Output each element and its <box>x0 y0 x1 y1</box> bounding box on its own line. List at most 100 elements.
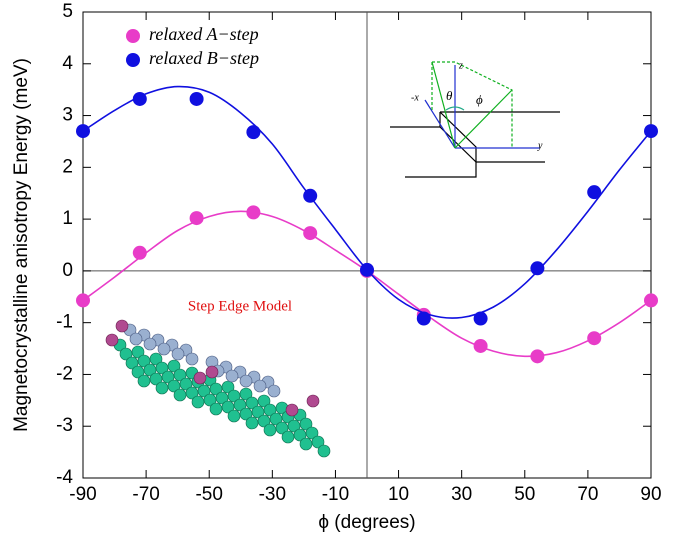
y-tick-label: -3 <box>56 415 73 436</box>
data-point <box>530 261 545 276</box>
x-tick-label: -30 <box>259 484 286 505</box>
legend-marker <box>126 53 140 67</box>
atom <box>269 412 283 426</box>
data-point <box>644 124 658 139</box>
atom <box>137 374 151 388</box>
atom <box>131 345 145 359</box>
data-point <box>189 211 204 226</box>
data-point <box>530 349 545 364</box>
atom <box>306 394 320 408</box>
atom <box>131 365 145 379</box>
inset-label: -x <box>411 92 419 103</box>
y-tick-label: 5 <box>62 1 73 22</box>
atom <box>287 419 301 433</box>
atom <box>155 381 169 395</box>
inset-arc <box>445 106 465 111</box>
atom <box>191 395 205 409</box>
x-tick-label: -70 <box>132 484 159 505</box>
atom <box>143 337 157 351</box>
inset-axis <box>424 99 456 149</box>
x-tick-label: 10 <box>388 484 409 505</box>
atom <box>185 352 199 366</box>
atom <box>115 319 129 333</box>
y-tick-label: -4 <box>56 467 73 488</box>
atom <box>125 356 139 370</box>
y-tick-label: 2 <box>62 156 73 177</box>
atom <box>105 333 119 347</box>
atom <box>167 359 181 373</box>
atom <box>299 437 313 451</box>
inset-label: θ <box>446 88 453 103</box>
atom <box>155 361 169 375</box>
atom <box>285 403 299 417</box>
atom <box>257 394 271 408</box>
atom <box>161 370 175 384</box>
y-tick-label: 3 <box>62 105 73 126</box>
atom <box>239 387 253 401</box>
data-point <box>360 262 374 277</box>
y-tick-label: 0 <box>62 260 73 281</box>
inset-guide <box>432 61 513 148</box>
x-tick-label: -50 <box>195 484 222 505</box>
x-tick-label: -10 <box>322 484 349 505</box>
inset-diagram <box>390 61 560 178</box>
atom <box>257 414 271 428</box>
inset-vector <box>454 89 513 149</box>
legend-label: relaxed B−step <box>149 48 259 68</box>
atom <box>263 403 277 417</box>
atom <box>119 347 133 361</box>
atom <box>293 428 307 442</box>
atom <box>253 379 267 393</box>
atom <box>129 332 143 346</box>
inset-label: z <box>458 60 463 71</box>
atom <box>171 347 185 361</box>
atom <box>143 363 157 377</box>
atom <box>157 342 171 356</box>
atom <box>225 369 239 383</box>
atom <box>173 388 187 402</box>
x-axis-label: ϕ (degrees) <box>318 512 415 533</box>
atom <box>137 354 151 368</box>
x-tick-label: 50 <box>514 484 535 505</box>
data-point <box>473 311 488 326</box>
data-point <box>587 331 602 346</box>
data-point <box>303 226 318 241</box>
atom <box>209 402 223 416</box>
inset-label: ϕ <box>476 92 483 107</box>
step-edge-model <box>105 319 331 458</box>
atom <box>281 430 295 444</box>
inset-step <box>439 111 545 163</box>
data-point <box>246 125 261 140</box>
legend-marker <box>126 29 140 43</box>
data-point <box>76 293 90 308</box>
x-tick-label: 30 <box>451 484 472 505</box>
atom <box>203 393 217 407</box>
x-tick-label: 90 <box>640 484 661 505</box>
atom <box>305 426 319 440</box>
atom <box>179 377 193 391</box>
data-point <box>189 91 204 106</box>
data-point <box>644 293 658 308</box>
atom <box>205 365 219 379</box>
atom <box>251 405 265 419</box>
atom <box>317 444 331 458</box>
inset-vector <box>431 61 456 149</box>
atom <box>275 421 289 435</box>
atom <box>267 384 281 398</box>
data-point <box>473 338 488 353</box>
atom <box>245 416 259 430</box>
atom <box>215 391 229 405</box>
data-point <box>132 91 147 106</box>
atom <box>239 407 253 421</box>
y-axis-label: Magnetocrystalline anisotropy Energy (me… <box>11 58 32 432</box>
atom <box>233 398 247 412</box>
atom <box>263 423 277 437</box>
atom <box>167 379 181 393</box>
y-tick-label: 4 <box>62 53 73 74</box>
data-point <box>303 188 318 203</box>
atom <box>245 396 259 410</box>
data-point <box>587 185 602 200</box>
inset-label: y <box>537 140 543 151</box>
data-point <box>132 245 147 260</box>
